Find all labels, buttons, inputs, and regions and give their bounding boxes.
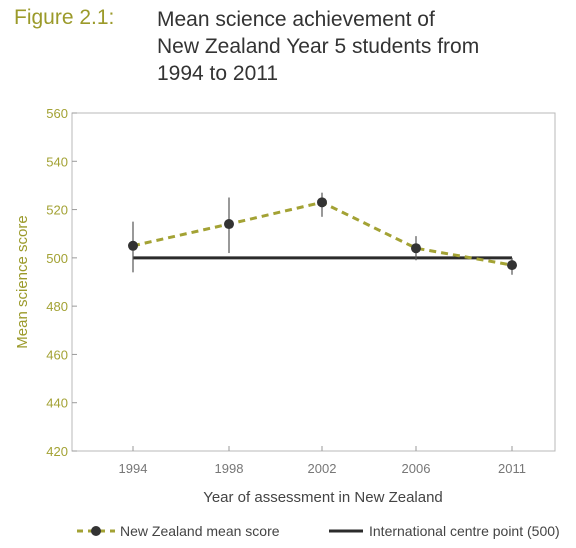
y-tick-label: 520: [46, 203, 68, 218]
figure-title-line-2: New Zealand Year 5 students from: [157, 35, 480, 58]
figure-label: Figure 2.1:: [14, 6, 115, 29]
series-layer: [128, 192, 517, 275]
y-tick-label: 480: [46, 299, 68, 314]
legend-nz-label: New Zealand mean score: [120, 523, 280, 539]
y-tick-label: 500: [46, 251, 68, 266]
nz-data-point: [411, 243, 421, 254]
legend-nz-marker: [91, 526, 101, 536]
x-axis-title: Year of assessment in New Zealand: [203, 489, 443, 506]
figure-title: Mean science achievement of New Zealand …: [157, 6, 557, 87]
figure-title-line-1: Mean science achievement of: [157, 8, 435, 31]
y-axis-title: Mean science score: [14, 215, 31, 348]
y-tick-label: 440: [46, 396, 68, 411]
nz-data-point: [224, 219, 234, 230]
x-tick-label: 1994: [119, 461, 148, 476]
figure-title-line-3: 1994 to 2011: [157, 62, 279, 85]
x-tick-label: 1998: [215, 461, 244, 476]
nz-data-point: [128, 240, 138, 251]
nz-data-point: [507, 260, 517, 271]
legend-reference-label: International centre point (500): [369, 523, 560, 539]
y-axis: 420 440 460 480 500 520 540 560: [46, 106, 77, 459]
x-tick-label: 2011: [498, 461, 526, 476]
y-tick-label: 460: [46, 347, 68, 362]
legend: New Zealand mean score International cent…: [77, 523, 560, 539]
x-tick-label: 2002: [308, 461, 337, 476]
y-tick-label: 560: [46, 106, 68, 121]
x-axis: 1994 1998 2002 2006 2011: [119, 446, 526, 476]
x-tick-label: 2006: [402, 461, 431, 476]
y-tick-label: 540: [46, 154, 68, 169]
nz-data-point: [317, 197, 327, 208]
plot-frame: [71, 112, 556, 452]
y-tick-label: 420: [46, 444, 68, 459]
